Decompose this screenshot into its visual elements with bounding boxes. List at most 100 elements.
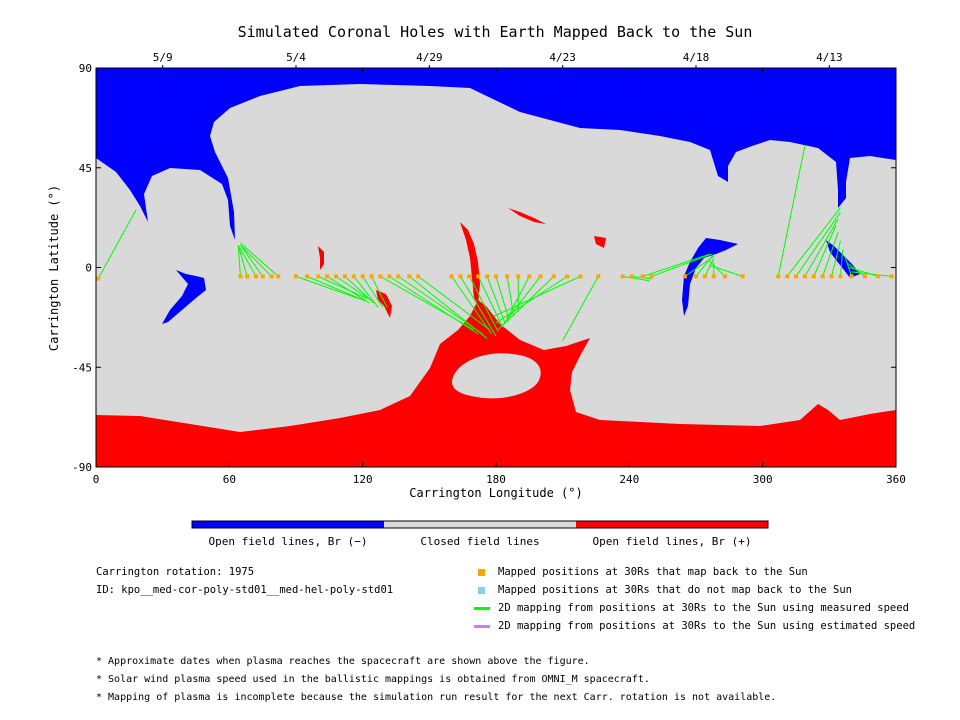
y-axis-ticks: 90 45 0 -45 -90 <box>72 62 896 474</box>
mapping-line <box>695 253 715 277</box>
mapped-point-30rs <box>254 274 258 279</box>
mapping-line <box>795 211 841 277</box>
negative-hole-lon275 <box>682 238 738 316</box>
mapping-line <box>622 275 650 282</box>
mapped-point-30rs <box>505 274 510 279</box>
mapped-point-30rs <box>360 274 365 279</box>
note-1: * Approximate dates when plasma reaches … <box>96 656 590 667</box>
mapping-line <box>306 275 366 302</box>
mapped-point-30rs <box>551 274 556 279</box>
mapping-line <box>831 240 841 277</box>
mapping-line <box>562 276 599 341</box>
mapping-line <box>851 271 892 277</box>
mapped-point-30rs <box>578 274 583 279</box>
mapping-line <box>506 276 530 319</box>
x-tick-label: 0 <box>93 473 100 486</box>
colorbar-frame <box>191 520 769 529</box>
mapped-point-30rs <box>722 274 727 279</box>
mapped-point-30rs <box>316 274 321 279</box>
mapped-point-30rs <box>387 274 392 279</box>
mapping-line <box>353 276 379 308</box>
top-date-label: 4/13 <box>816 51 843 64</box>
mapping-line <box>326 275 370 304</box>
mapping-line <box>786 207 841 277</box>
negative-hole-lon40 <box>162 270 206 324</box>
positive-hole-lon190 <box>508 208 546 224</box>
chart-title: Simulated Coronal Holes with Earth Mappe… <box>238 23 753 41</box>
colorbar-closed <box>384 521 576 528</box>
mapping-line <box>839 249 844 277</box>
mapped-point-30rs <box>889 274 894 279</box>
mapped-point-30rs <box>629 274 634 279</box>
mapped-point-30rs <box>811 274 816 279</box>
mapped-point-30rs <box>740 274 745 279</box>
mapped-point-30rs <box>305 274 310 279</box>
mapping-line <box>240 242 279 277</box>
mapped-point-30rs <box>596 274 601 279</box>
top-date-label: 4/29 <box>416 51 443 64</box>
x-tick-label: 60 <box>223 473 236 486</box>
mapping-line <box>642 253 710 277</box>
mapped-point-30rs <box>334 274 338 279</box>
mapped-point-30rs <box>351 274 356 279</box>
y-tick-label: 90 <box>79 62 92 75</box>
mapped-point-30rs <box>620 274 625 279</box>
mapped-point-30rs <box>294 274 298 279</box>
mapping-line <box>397 275 483 335</box>
mapping-line <box>371 276 388 308</box>
mapping-line <box>493 275 581 317</box>
mapping-line <box>486 276 506 324</box>
mapped-point-30rs <box>325 274 330 279</box>
mapped-point-30rs <box>369 274 374 279</box>
note-3: * Mapping of plasma is incomplete becaus… <box>96 692 777 703</box>
north-polar-hole-negative <box>96 68 896 240</box>
mapped-point-30rs <box>829 274 834 279</box>
mapping-line <box>651 253 712 277</box>
y-axis-label: Carrington Latitude (°) <box>47 185 61 351</box>
colorbar-positive <box>576 521 768 528</box>
mapping-line <box>97 209 137 279</box>
mapping-line <box>318 275 368 299</box>
mapped-point-30rs <box>396 274 401 279</box>
mapped-point-30rs <box>785 274 790 279</box>
mapping-line <box>409 275 488 339</box>
colorbar: Open field lines, Br (−) Closed field li… <box>191 520 769 548</box>
coronal-hole-map <box>96 68 896 467</box>
mapped-point-30rs <box>467 274 472 279</box>
y-tick-label: -90 <box>72 461 92 474</box>
mapping-line <box>344 275 375 304</box>
mapped-point-30rs <box>794 274 798 279</box>
mapping-line <box>804 218 839 277</box>
y-tick-label: 45 <box>79 162 92 175</box>
x-tick-label: 120 <box>353 473 373 486</box>
mapped-point-30rs <box>694 274 698 279</box>
mapping-line <box>777 145 806 277</box>
x-tick-label: 300 <box>753 473 773 486</box>
mapped-point-30rs <box>276 274 281 279</box>
legend-swatch-unmapped <box>478 587 485 594</box>
y-tick-label: 0 <box>85 262 92 275</box>
x-tick-label: 240 <box>619 473 639 486</box>
legend-swatch-estimated <box>474 625 490 628</box>
top-date-label: 4/23 <box>549 51 576 64</box>
mapped-point-30rs <box>849 274 854 279</box>
mapped-point-30rs <box>640 274 645 279</box>
mapped-point-30rs <box>820 274 825 279</box>
mapped-point-30rs <box>378 274 383 279</box>
mapped-point-30rs <box>702 274 707 279</box>
x-axis-label: Carrington Longitude (°) <box>409 486 582 500</box>
top-date-label: 5/9 <box>153 51 173 64</box>
mapped-point-30rs <box>407 274 412 279</box>
mapped-point-30rs <box>416 274 421 279</box>
mapped-point-30rs <box>485 274 490 279</box>
mapping-lines <box>97 145 892 341</box>
x-tick-label: 180 <box>486 473 506 486</box>
mapping-line <box>389 275 479 335</box>
mapped-point-30rs <box>342 274 347 279</box>
legend-label-unmapped: Mapped positions at 30Rs that do not map… <box>498 584 853 596</box>
positive-hole-lon225 <box>594 236 606 248</box>
mapping-line <box>240 244 272 277</box>
mapping-line <box>708 260 726 277</box>
mapped-point-30rs <box>238 274 243 279</box>
